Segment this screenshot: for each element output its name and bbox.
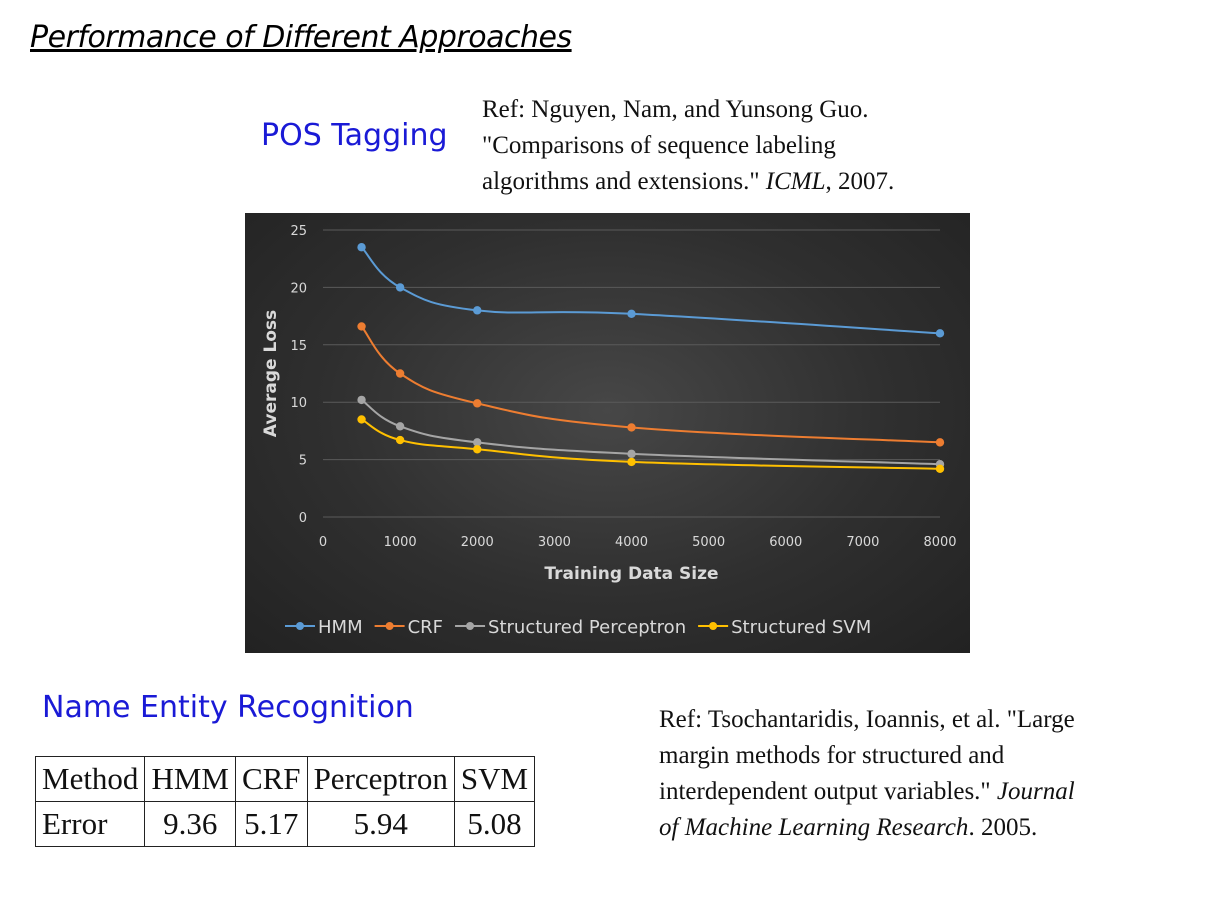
ner-ref-line-3: interdependent output variables." Journa… [659,774,1075,810]
x-tick-label: 6000 [769,535,802,550]
x-tick-label: 0 [319,535,327,550]
table-header-row: Method HMM CRF Perceptron SVM [34,756,536,802]
y-tick-label: 15 [290,339,307,354]
legend-label: CRF [408,617,443,638]
y-tick-label: 0 [299,511,307,526]
data-point [357,243,366,252]
data-point [935,329,945,338]
line-chart-svg: 0 5 10 15 20 25 0 1000 2000 3000 4000 5000 6000 7000 8… [261,224,957,638]
ner-ref-line-2: margin methods for structured and [659,742,1005,769]
ner-reference: Ref: Tsochantaridis, Ioannis, et al. "La… [659,702,1075,846]
legend-marker [296,622,304,630]
data-point [395,435,405,445]
legend-marker [466,622,475,630]
data-point [473,438,482,447]
y-axis-title: Average Loss [261,310,281,437]
data-point [473,399,482,408]
x-tick-label: 1000 [384,535,417,550]
legend-marker [709,622,718,630]
ner-ref-line-3a: interdependent output variables." [659,778,997,805]
data-point [395,422,405,431]
ner-error-table: Method HMM CRF Perceptron SVM Error 9.36… [34,756,536,847]
data-point [935,464,945,473]
table-header-cell: CRF [234,756,308,802]
y-tick-label: 25 [290,224,307,239]
x-tick-label: 4000 [615,535,648,550]
data-point [627,457,636,467]
x-tick-label: 5000 [692,535,725,550]
data-point [627,309,636,319]
pos-ref-venue: ICML [765,168,826,195]
series-line-structured-perceptron [360,399,941,466]
data-point [357,322,366,331]
ner-ref-line-4: of Machine Learning Research. 2005. [659,810,1075,846]
data-point [357,415,366,424]
data-point [395,283,405,292]
table-cell: 5.94 [306,801,455,847]
data-point [357,395,366,405]
table-header-cell: HMM [144,756,236,802]
ner-ref-year: . 2005. [968,814,1038,841]
x-tick-label: 7000 [846,535,879,550]
series-line-hmm [360,246,941,335]
x-axis-title: Training Data Size [544,564,718,584]
ner-ref-line-1: Ref: Tsochantaridis, Ioannis, et al. "La… [659,706,1075,733]
pos-ref-line-3: algorithms and extensions." ICML, 2007. [482,164,894,200]
series-line-crf [360,325,941,444]
legend-marker [385,622,394,630]
table-header-cell: Perceptron [306,756,455,802]
pos-ref-line-1: Ref: Nguyen, Nam, and Yunsong Guo. [482,96,869,123]
pos-reference: Ref: Nguyen, Nam, and Yunsong Guo. "Comp… [482,92,894,200]
pos-tagging-chart: 0 5 10 15 20 25 0 1000 2000 3000 4000 5000 6000 7000 8… [245,213,970,653]
y-tick-label: 10 [290,396,307,411]
table-cell: 9.36 [144,801,236,847]
ner-ref-journal-start: Journal [996,778,1075,805]
pos-ref-year: , 2007. [825,168,895,195]
ner-ref-journal-end: of Machine Learning Research [659,814,969,841]
table-header-cell: Method [34,756,146,802]
table-header-cell: SVM [453,756,536,802]
data-point [395,369,405,378]
legend-label: Structured SVM [731,617,871,638]
y-tick-label: 20 [290,281,307,296]
ner-heading: Name Entity Recognition [42,690,414,725]
table-row: Error 9.36 5.17 5.94 5.08 [34,801,536,847]
pos-tagging-heading: POS Tagging [261,118,448,153]
table-cell: Error [34,801,146,847]
table-cell: 5.17 [234,801,308,847]
pos-ref-line-2: "Comparisons of sequence labeling [482,132,836,159]
data-point [627,423,636,432]
x-tick-label: 8000 [923,535,956,550]
pos-ref-line-3a: algorithms and extensions." [482,168,766,195]
x-tick-label: 2000 [461,535,494,550]
data-point [473,306,482,315]
data-point [935,438,945,447]
legend-label: HMM [318,617,363,638]
data-point [627,449,636,459]
slide-title: Performance of Different Approaches [30,20,572,55]
x-tick-label: 3000 [538,535,571,550]
data-point [473,445,482,454]
table-cell: 5.08 [453,801,536,847]
y-tick-label: 5 [299,454,307,469]
legend-label: Structured Perceptron [488,617,686,638]
